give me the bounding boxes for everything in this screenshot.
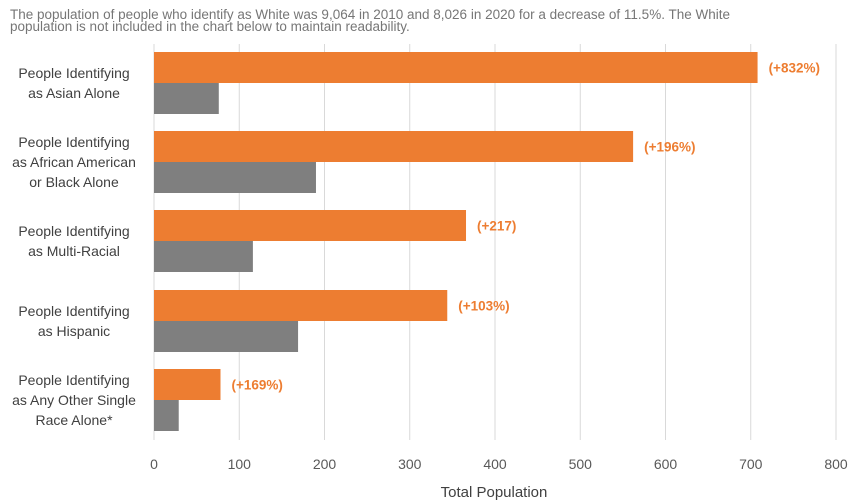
chart-note-line-2: population is not included in the chart … bbox=[10, 19, 410, 34]
category-label-5: People Identifying as Any Other Single Rac… bbox=[12, 372, 136, 428]
category-label-2: People Identifying as African American or … bbox=[12, 134, 136, 190]
x-tick-label-700: 700 bbox=[739, 456, 763, 472]
x-tick-label-300: 300 bbox=[398, 456, 422, 472]
bar-series-1-category-4 bbox=[154, 290, 448, 321]
x-tick-label-800: 800 bbox=[824, 456, 848, 472]
bar-series-1-category-1 bbox=[154, 52, 758, 83]
category-label-4-line-1: People Identifying bbox=[18, 303, 129, 319]
category-label-5-line-3: Race Alone* bbox=[35, 412, 113, 428]
bar-series-2-category-4 bbox=[154, 321, 299, 352]
category-label-4-line-2: as Hispanic bbox=[38, 323, 110, 339]
category-label-4: People Identifying as Hispanic bbox=[18, 303, 129, 339]
bar-series-1-category-3 bbox=[154, 210, 467, 241]
x-tick-labels: 0 100 200 300 400 500 600 700 800 bbox=[150, 456, 848, 472]
category-label-1: People Identifying as Asian Alone bbox=[18, 65, 129, 101]
bar-series-2-category-5 bbox=[154, 400, 179, 431]
x-tick-label-0: 0 bbox=[150, 456, 158, 472]
x-tick-label-100: 100 bbox=[228, 456, 252, 472]
data-label-category-2: (+196%) bbox=[644, 140, 695, 155]
category-label-1-line-1: People Identifying bbox=[18, 65, 129, 81]
chart-note-line-1: The population of people who identify as… bbox=[10, 7, 730, 22]
category-label-5-line-1: People Identifying bbox=[18, 372, 129, 388]
bar-series-1-category-5 bbox=[154, 369, 221, 400]
bar-series-2-category-1 bbox=[154, 83, 219, 114]
chart-note: The population of people who identify as… bbox=[10, 7, 855, 34]
category-label-5-line-2: as Any Other Single bbox=[12, 392, 136, 408]
bar-series-2-category-2 bbox=[154, 162, 316, 193]
bar-series-1-category-2 bbox=[154, 131, 634, 162]
data-label-category-1: (+832%) bbox=[769, 61, 820, 76]
category-label-1-line-2: as Asian Alone bbox=[28, 85, 120, 101]
category-label-3-line-1: People Identifying bbox=[18, 223, 129, 239]
x-tick-label-500: 500 bbox=[569, 456, 593, 472]
data-labels: (+832%) (+196%) (+217) (+103%) (+169%) bbox=[231, 61, 819, 393]
data-label-category-5: (+169%) bbox=[231, 378, 282, 393]
x-tick-label-600: 600 bbox=[654, 456, 678, 472]
x-tick-label-400: 400 bbox=[483, 456, 507, 472]
x-tick-label-200: 200 bbox=[313, 456, 337, 472]
category-label-2-line-2: as African American bbox=[12, 154, 136, 170]
bars bbox=[154, 52, 758, 431]
category-label-2-line-3: or Black Alone bbox=[29, 174, 119, 190]
x-axis-title: Total Population bbox=[441, 484, 548, 500]
category-label-3: People Identifying as Multi-Racial bbox=[18, 223, 129, 259]
data-label-category-3: (+217) bbox=[477, 219, 516, 234]
data-label-category-4: (+103%) bbox=[458, 299, 509, 314]
bar-series-2-category-3 bbox=[154, 241, 253, 272]
category-label-2-line-1: People Identifying bbox=[18, 134, 129, 150]
category-label-3-line-2: as Multi-Racial bbox=[28, 243, 120, 259]
